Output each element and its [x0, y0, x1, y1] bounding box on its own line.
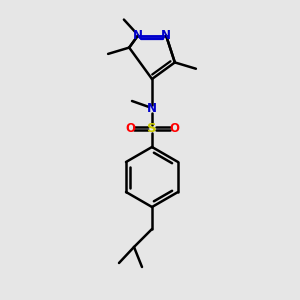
Text: S: S	[147, 122, 157, 136]
Text: O: O	[125, 122, 135, 134]
Text: O: O	[169, 122, 179, 134]
Text: N: N	[133, 29, 143, 42]
Text: N: N	[147, 103, 157, 116]
Text: N: N	[161, 29, 171, 42]
